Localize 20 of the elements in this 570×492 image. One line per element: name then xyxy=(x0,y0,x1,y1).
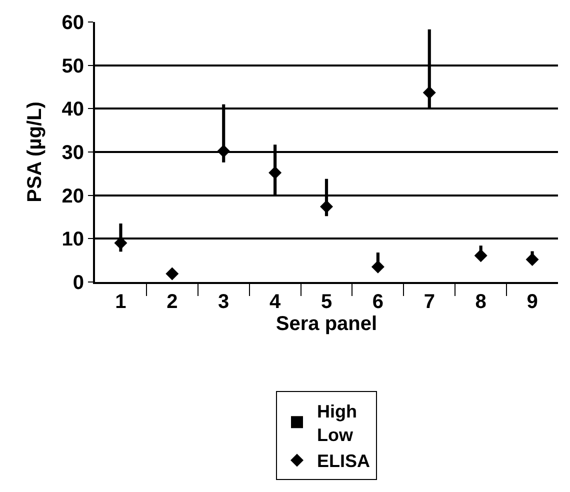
y-tick-label: 30 xyxy=(62,142,84,164)
y-tick-label: 0 xyxy=(72,272,84,294)
x-tick-label: 3 xyxy=(218,291,230,313)
y-tick-label: 60 xyxy=(62,12,84,34)
y-tick-label: 20 xyxy=(62,185,84,208)
x-tick-label: 9 xyxy=(526,291,538,313)
x-tick-label: 7 xyxy=(424,291,435,313)
x-axis-title: Sera panel xyxy=(276,313,378,335)
x-tick-label: 2 xyxy=(166,291,178,313)
y-tick-label: 40 xyxy=(62,98,84,121)
x-tick-label: 5 xyxy=(320,291,332,313)
y-axis-title: PSA (µg/L) xyxy=(24,102,46,202)
x-tick-label: 6 xyxy=(372,291,384,313)
x-tick-label: 1 xyxy=(115,291,126,313)
x-tick-label: 8 xyxy=(475,291,486,313)
legend-label: High Low xyxy=(317,401,357,445)
x-tick-label: 4 xyxy=(269,291,282,313)
legend-label: ELISA xyxy=(317,451,370,472)
y-tick-label: 50 xyxy=(62,55,84,78)
y-tick-label: 10 xyxy=(62,228,84,251)
